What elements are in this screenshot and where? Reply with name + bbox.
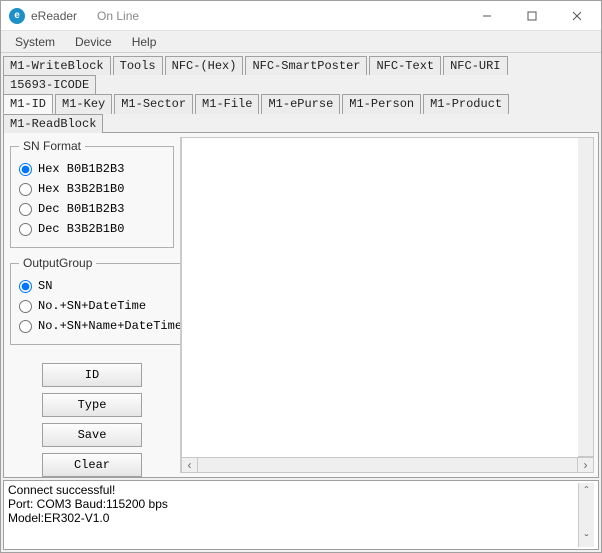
tab-15693-icode[interactable]: 15693-ICODE (3, 75, 96, 94)
maximize-icon (527, 11, 537, 21)
radio-no-sn-datetime[interactable]: No.+SN+DateTime (19, 296, 182, 316)
radio-input[interactable] (19, 163, 32, 176)
app-icon-letter: e (14, 10, 20, 21)
tab-panel: SN Format Hex B0B1B2B3 Hex B3B2B1B0 Dec B0… (3, 132, 599, 478)
output-panel: ‹ › (180, 137, 594, 473)
radio-input[interactable] (19, 203, 32, 216)
menu-device[interactable]: Device (65, 33, 122, 51)
app-title: eReader (31, 9, 77, 23)
left-panel: SN Format Hex B0B1B2B3 Hex B3B2B1B0 Dec B0… (4, 133, 180, 477)
status-text: Connect successful! Port: COM3 Baud:1152… (8, 483, 578, 547)
radio-input[interactable] (19, 300, 32, 313)
sn-format-group: SN Format Hex B0B1B2B3 Hex B3B2B1B0 Dec B0… (10, 139, 174, 248)
menu-system[interactable]: System (5, 33, 65, 51)
menu-help[interactable]: Help (122, 33, 167, 51)
radio-input[interactable] (19, 183, 32, 196)
output-group: OutputGroup SN No.+SN+DateTime No.+SN+Name… (10, 256, 191, 345)
maximize-button[interactable] (509, 2, 554, 30)
close-icon (572, 11, 582, 21)
tab-nfc-hex-[interactable]: NFC-(Hex) (165, 56, 244, 75)
radio-no-sn-name-datetime[interactable]: No.+SN+Name+DateTime (19, 316, 182, 336)
tab-m1-sector[interactable]: M1-Sector (114, 94, 193, 114)
app-window: e eReader On Line System Device Help M1-… (0, 0, 602, 553)
app-subtitle: On Line (97, 9, 139, 23)
close-button[interactable] (554, 2, 599, 30)
radio-label: Dec B0B1B2B3 (38, 202, 124, 216)
output-group-legend: OutputGroup (19, 256, 96, 270)
tab-tools[interactable]: Tools (113, 56, 163, 75)
clear-button[interactable]: Clear (42, 453, 142, 477)
radio-label: Dec B3B2B1B0 (38, 222, 124, 236)
tab-nfc-text[interactable]: NFC-Text (369, 56, 441, 75)
radio-label: No.+SN+DateTime (38, 299, 146, 313)
tab-m1-epurse[interactable]: M1-ePurse (261, 94, 340, 114)
scroll-up-icon[interactable]: ˆ (579, 483, 594, 499)
output-hscroll[interactable]: ‹ › (181, 457, 594, 473)
title-bar: e eReader On Line (1, 1, 601, 31)
radio-sn[interactable]: SN (19, 276, 182, 296)
radio-label: Hex B3B2B1B0 (38, 182, 124, 196)
tab-nfc-smartposter[interactable]: NFC-SmartPoster (245, 56, 367, 75)
radio-label: No.+SN+Name+DateTime (38, 319, 182, 333)
tab-m1-file[interactable]: M1-File (195, 94, 259, 114)
radio-dec-b3b2b1b0[interactable]: Dec B3B2B1B0 (19, 219, 165, 239)
app-icon: e (9, 8, 25, 24)
tab-m1-id[interactable]: M1-ID (3, 94, 53, 114)
output-vscroll[interactable] (578, 137, 594, 457)
radio-input[interactable] (19, 320, 32, 333)
tab-strip: M1-WriteBlockToolsNFC-(Hex)NFC-SmartPost… (1, 53, 601, 132)
tab-m1-key[interactable]: M1-Key (55, 94, 112, 114)
menu-bar: System Device Help (1, 31, 601, 53)
scroll-down-icon[interactable]: ˇ (579, 531, 594, 547)
output-textarea[interactable] (181, 137, 578, 457)
radio-dec-b0b1b2b3[interactable]: Dec B0B1B2B3 (19, 199, 165, 219)
tab-m1-person[interactable]: M1-Person (342, 94, 421, 114)
radio-input[interactable] (19, 280, 32, 293)
scroll-left-icon[interactable]: ‹ (182, 458, 198, 472)
status-box: Connect successful! Port: COM3 Baud:1152… (3, 480, 599, 550)
radio-hex-b0b1b2b3[interactable]: Hex B0B1B2B3 (19, 159, 165, 179)
tab-m1-writeblock[interactable]: M1-WriteBlock (3, 56, 111, 75)
tab-m1-readblock[interactable]: M1-ReadBlock (3, 114, 103, 133)
minimize-button[interactable] (464, 2, 509, 30)
scroll-track[interactable] (198, 458, 577, 472)
scroll-right-icon[interactable]: › (577, 458, 593, 472)
radio-hex-b3b2b1b0[interactable]: Hex B3B2B1B0 (19, 179, 165, 199)
radio-input[interactable] (19, 223, 32, 236)
sn-format-legend: SN Format (19, 139, 85, 153)
tab-m1-product[interactable]: M1-Product (423, 94, 509, 114)
radio-label: SN (38, 279, 52, 293)
save-button[interactable]: Save (42, 423, 142, 447)
action-buttons: ID Type Save Clear (10, 353, 174, 477)
type-button[interactable]: Type (42, 393, 142, 417)
minimize-icon (482, 11, 492, 21)
radio-label: Hex B0B1B2B3 (38, 162, 124, 176)
id-button[interactable]: ID (42, 363, 142, 387)
status-vscroll[interactable]: ˆ ˇ (578, 483, 594, 547)
tab-nfc-uri[interactable]: NFC-URI (443, 56, 507, 75)
